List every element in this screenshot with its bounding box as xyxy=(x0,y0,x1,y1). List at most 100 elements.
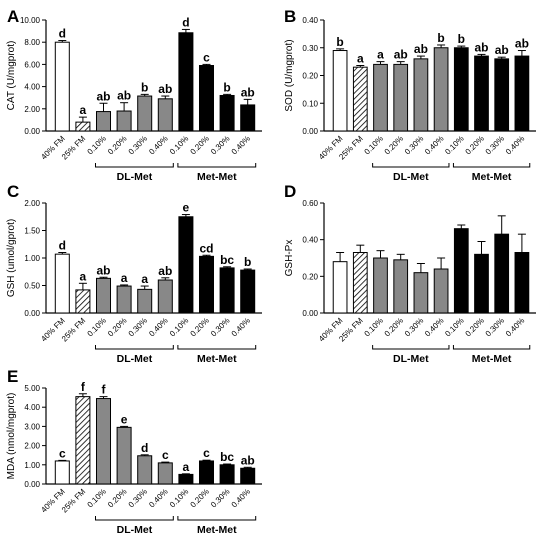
panel-a: A 0.00 2.00 4.00 6.00 8.00 10.00 CAT (U/mgprot)… xyxy=(6,7,262,183)
bar xyxy=(240,104,256,132)
category-label: 0.40% xyxy=(230,134,252,156)
bar xyxy=(198,460,215,485)
y-tick-label: 1.50 xyxy=(24,227,40,236)
bar xyxy=(178,473,194,485)
category-label: 0.30% xyxy=(209,316,231,338)
category-label: 0.40% xyxy=(230,316,252,338)
bar xyxy=(474,253,489,314)
bar xyxy=(219,94,235,132)
group-label: Met-Met xyxy=(472,353,512,365)
significance-letter: f xyxy=(102,383,107,397)
group-label: DL-Met xyxy=(393,353,429,365)
category-label: 0.40% xyxy=(423,316,445,338)
group-label: DL-Met xyxy=(393,171,429,183)
significance-letter: ab xyxy=(241,85,255,99)
significance-letter: a xyxy=(121,271,128,285)
bar xyxy=(54,253,70,314)
bar xyxy=(373,63,388,132)
bar xyxy=(116,110,132,132)
category-label: 0.10% xyxy=(168,487,190,509)
category-label: 0.10% xyxy=(363,134,385,156)
group-label: Met-Met xyxy=(472,171,512,183)
y-axis-label: GSH (umol/gprot) xyxy=(6,219,17,297)
y-tick-label: 0.00 xyxy=(24,480,40,489)
category-label: 0.30% xyxy=(127,134,149,156)
category-label: 0.20% xyxy=(464,134,486,156)
bar xyxy=(453,228,469,314)
y-tick-label: 0.50 xyxy=(24,282,40,291)
category-label: 0.30% xyxy=(209,134,231,156)
y-tick-label: 0.20 xyxy=(302,272,318,281)
category-label: 0.30% xyxy=(127,487,149,509)
category-label: 0.40% xyxy=(147,316,169,338)
bar xyxy=(75,121,91,132)
bar xyxy=(75,396,91,485)
significance-letter: e xyxy=(121,412,128,426)
significance-letter: a xyxy=(80,269,87,283)
y-tick-label: 2.00 xyxy=(24,105,40,114)
bar xyxy=(373,257,388,314)
y-tick-label: 0.10 xyxy=(302,99,318,108)
bar xyxy=(116,285,132,314)
bar xyxy=(494,233,510,314)
y-tick-label: 4.00 xyxy=(24,83,40,92)
bar xyxy=(178,32,194,132)
y-tick-label: 1.00 xyxy=(24,461,40,470)
y-axis-label: MDA (nmol/mgprot) xyxy=(6,393,17,480)
significance-letter: bc xyxy=(220,253,234,267)
category-label: 0.30% xyxy=(484,316,506,338)
panel-letter: B xyxy=(284,7,296,26)
category-label: 0.30% xyxy=(127,316,149,338)
category-label: 0.20% xyxy=(464,316,486,338)
significance-letter: cd xyxy=(199,241,213,255)
bar xyxy=(116,426,132,485)
category-label: 0.30% xyxy=(209,487,231,509)
group-label: Met-Met xyxy=(197,524,237,536)
category-label: 0.30% xyxy=(403,316,425,338)
bar xyxy=(219,464,235,485)
category-label: 0.10% xyxy=(363,316,385,338)
y-tick-label: 0.20 xyxy=(302,72,318,81)
bar xyxy=(413,272,429,314)
category-label: 0.20% xyxy=(106,134,128,156)
significance-letter: ab xyxy=(474,40,488,54)
bar xyxy=(413,58,429,132)
category-label: 0.40% xyxy=(147,487,169,509)
group-bracket xyxy=(177,516,257,521)
y-tick-label: 0.00 xyxy=(24,127,40,136)
y-axis-label: SOD (U/mgprot) xyxy=(284,39,295,111)
bar xyxy=(75,289,91,314)
bar xyxy=(514,55,530,132)
significance-letter: ab xyxy=(96,89,110,103)
significance-letter: ab xyxy=(495,43,509,57)
group-bracket xyxy=(94,163,174,168)
significance-letter: b xyxy=(458,32,465,46)
bar xyxy=(198,255,215,314)
y-tick-label: 0.00 xyxy=(24,309,40,318)
bar xyxy=(157,279,173,314)
bar xyxy=(393,63,409,132)
y-tick-label: 6.00 xyxy=(24,60,40,69)
significance-letter: c xyxy=(203,446,210,460)
bar xyxy=(433,268,449,314)
group-bracket xyxy=(94,345,174,350)
bar xyxy=(514,252,530,314)
group-bracket xyxy=(372,163,450,168)
bar xyxy=(157,98,173,132)
bar xyxy=(137,288,153,314)
significance-letter: ab xyxy=(515,37,529,51)
y-tick-label: 10.00 xyxy=(20,16,41,25)
group-bracket xyxy=(452,345,531,350)
significance-letter: ab xyxy=(96,263,110,277)
significance-letter: ab xyxy=(241,453,255,467)
category-label: 0.10% xyxy=(168,134,190,156)
category-label: 0.40% xyxy=(423,134,445,156)
category-label: 0.20% xyxy=(189,316,211,338)
group-bracket xyxy=(452,163,531,168)
significance-letter: c xyxy=(203,50,210,64)
category-label: 0.20% xyxy=(106,487,128,509)
y-tick-label: 4.00 xyxy=(24,403,40,412)
significance-letter: bc xyxy=(220,450,234,464)
